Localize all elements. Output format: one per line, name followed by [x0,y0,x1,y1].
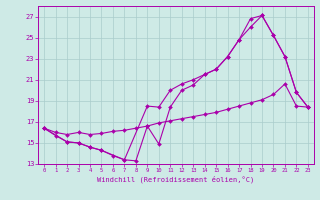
X-axis label: Windchill (Refroidissement éolien,°C): Windchill (Refroidissement éolien,°C) [97,176,255,183]
